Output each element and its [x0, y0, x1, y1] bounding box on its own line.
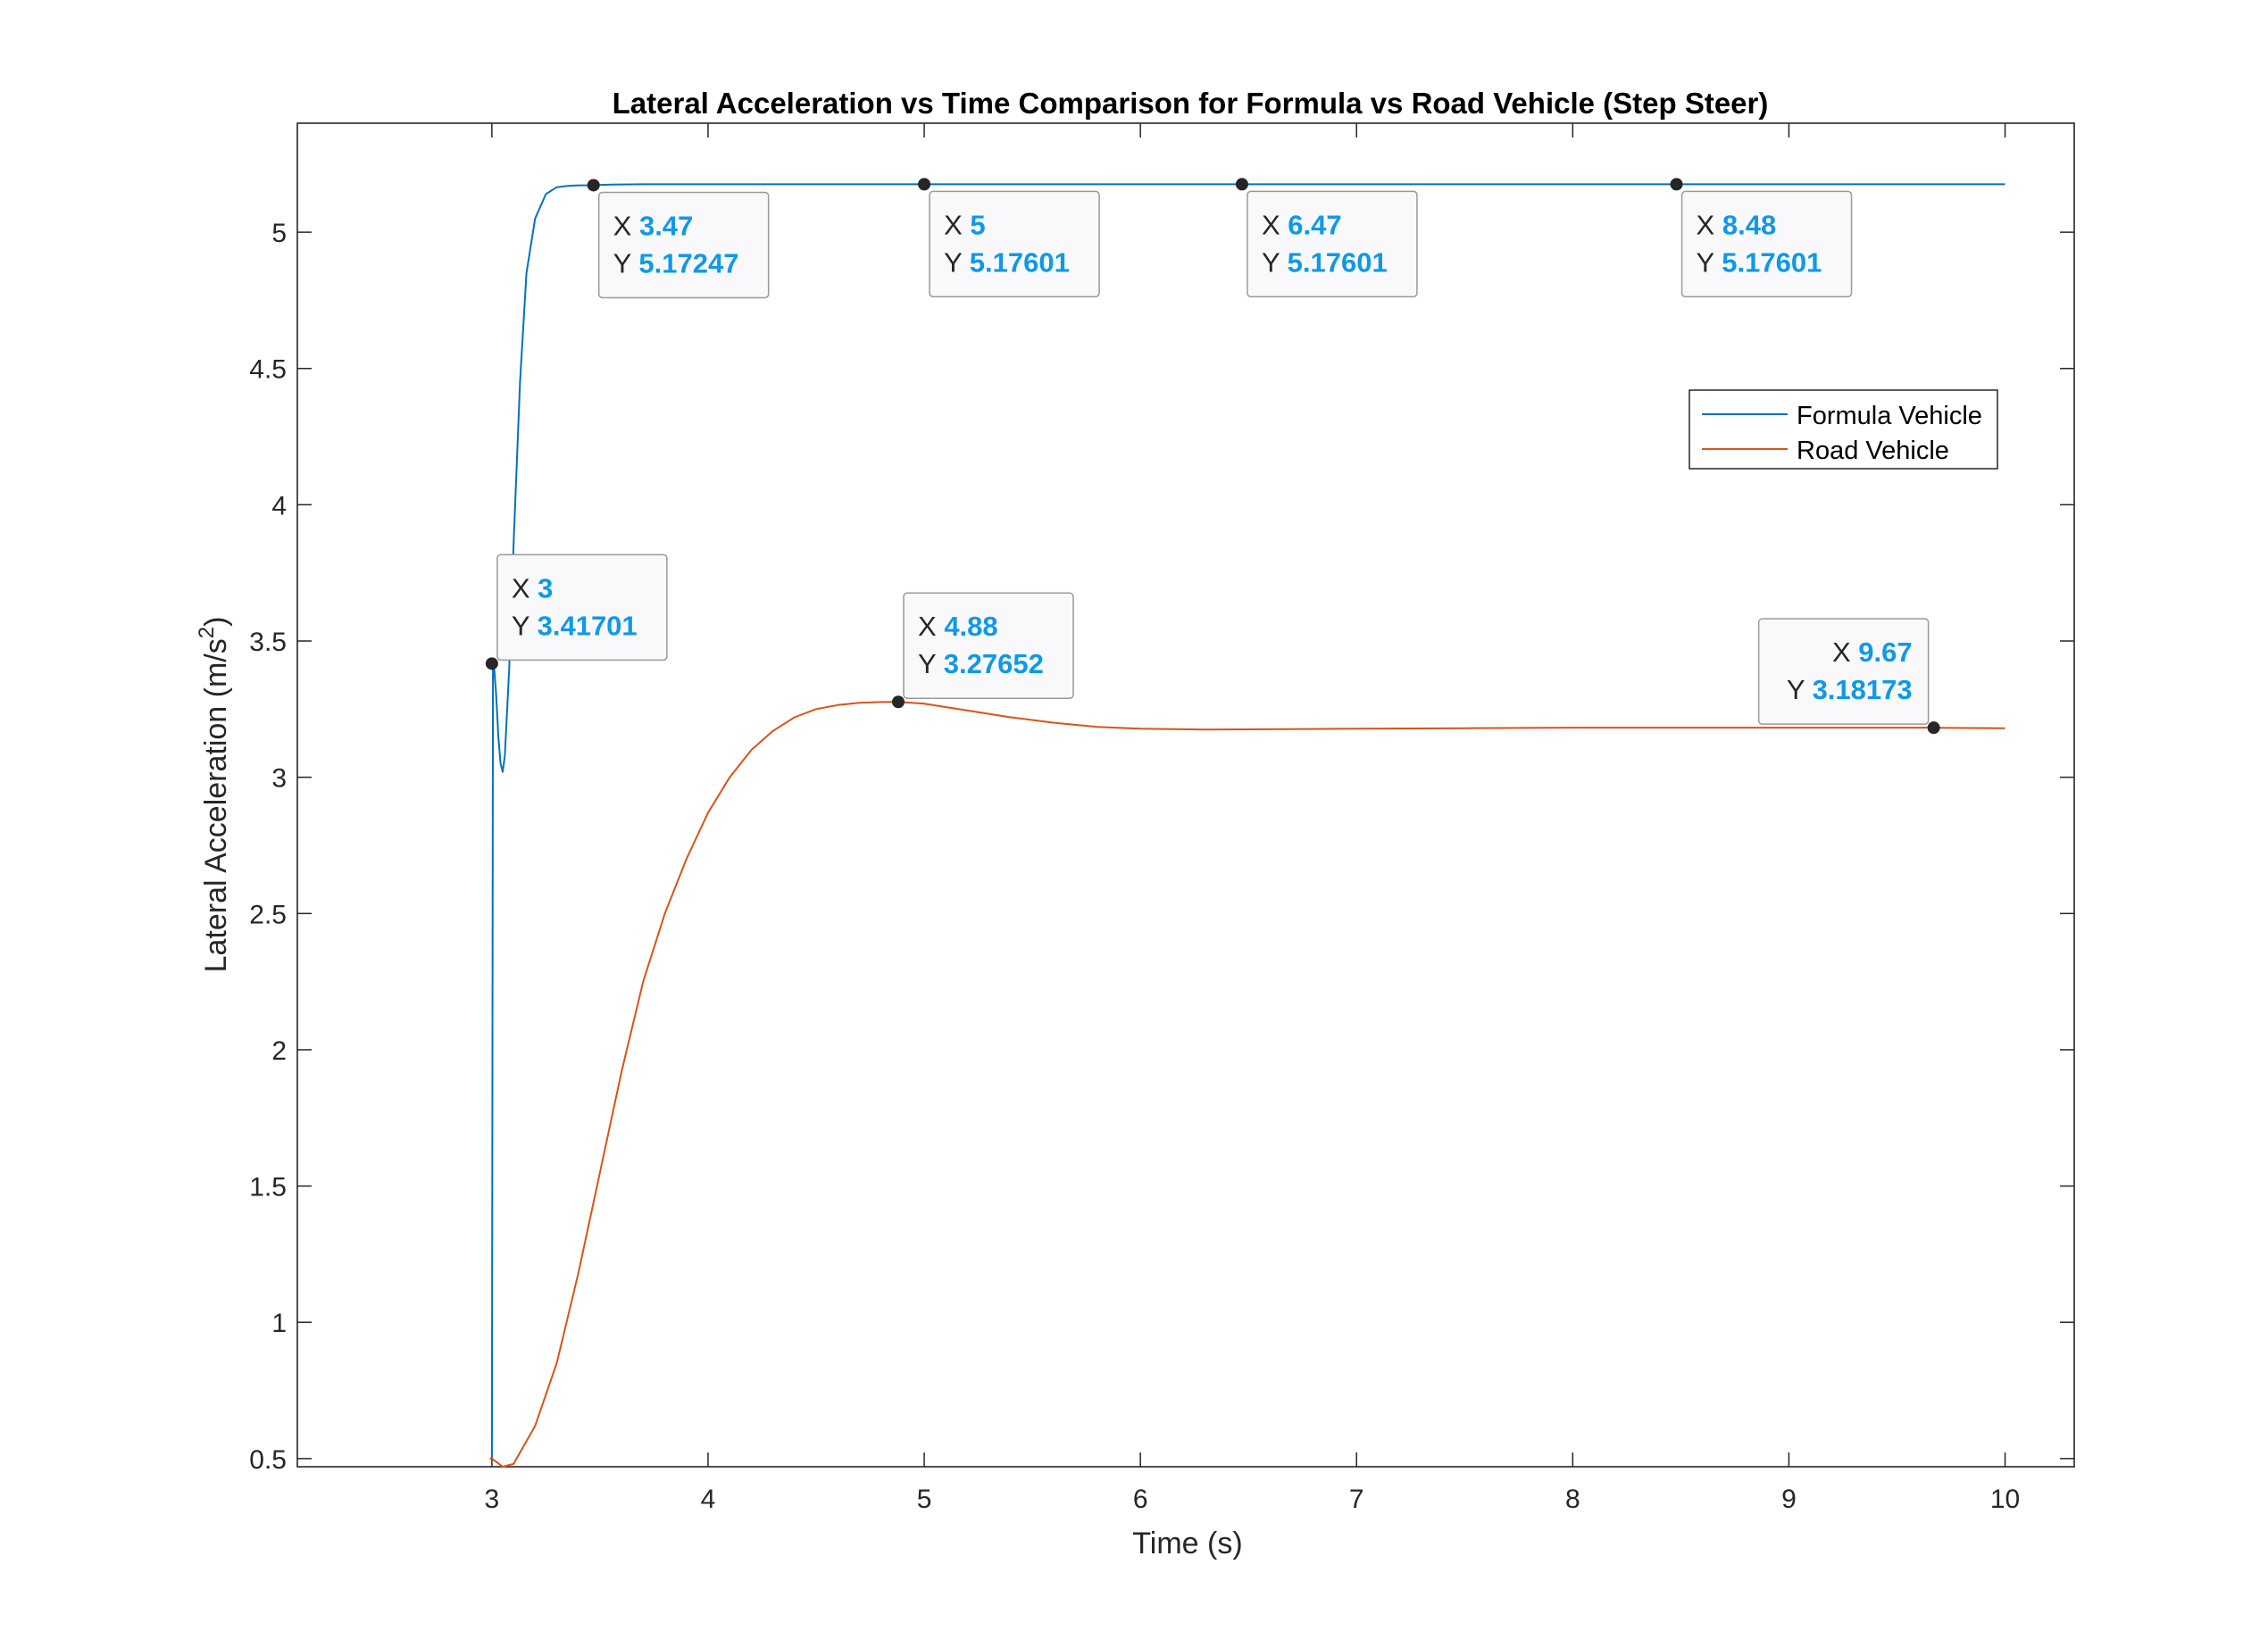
y-tick-label: 1.5 [249, 1173, 287, 1202]
plot-lines [489, 183, 2005, 1468]
data-tip-marker[interactable] [485, 657, 498, 670]
data-tip-x: X 8.48 [1697, 209, 1777, 240]
y-axis-label-main: Lateral Acceleration (m/s [199, 638, 233, 972]
series-line-formula [489, 183, 2005, 1460]
x-tick-label: 7 [1349, 1485, 1364, 1514]
data-tip-x-key: X [918, 611, 944, 642]
data-tip-marker[interactable] [587, 179, 600, 192]
data-tip-box [496, 553, 668, 662]
y-axis-label-close: ) [199, 617, 233, 627]
data-tip-x: X 6.47 [1262, 209, 1342, 240]
data-tip-y: Y 5.17601 [944, 246, 1070, 278]
data-tip-box [1680, 190, 1853, 298]
data-tip[interactable]: X 9.67 Y 3.18173 [1757, 618, 1940, 735]
data-tip-y-key: Y [944, 246, 970, 278]
data-tip-x-value: 9.67 [1858, 637, 1912, 668]
x-tick-label: 3 [485, 1485, 500, 1514]
data-tip-y-value: 5.17601 [1288, 246, 1388, 278]
data-tip-x: X 3.47 [613, 210, 694, 241]
data-tip-y-value: 3.27652 [944, 648, 1044, 679]
data-tip-x-value: 4.88 [944, 611, 997, 642]
data-tip-y-value: 3.41701 [538, 610, 638, 641]
data-tip-x-key: X [1697, 209, 1722, 240]
data-tip-box [903, 592, 1074, 699]
data-tip-marker[interactable] [1670, 178, 1683, 191]
y-tick-label: 0.5 [249, 1445, 287, 1475]
data-tip-y-value: 3.18173 [1813, 674, 1913, 705]
data-tip-y-key: Y [918, 648, 944, 679]
data-tip[interactable]: X 8.48Y 5.17601 [1670, 178, 1853, 298]
data-tip-y-key: Y [1787, 674, 1813, 705]
data-tip-x-value: 8.48 [1722, 209, 1776, 240]
data-tip-y-key: Y [1697, 246, 1722, 278]
data-tip-y-key: Y [1262, 246, 1288, 278]
data-tip-y-key: Y [512, 610, 538, 641]
x-tick-label: 9 [1781, 1485, 1797, 1514]
data-tip[interactable]: X 4.88Y 3.27652 [892, 592, 1074, 709]
x-axis-label: Time (s) [1132, 1527, 1242, 1560]
y-axis-label: Lateral Acceleration (m/s2) [195, 617, 233, 973]
data-tip-y: Y 5.17247 [613, 247, 739, 279]
data-tip-marker[interactable] [918, 178, 931, 191]
y-axis: 0.5 1 1.5 2 2.5 3 3.5 4 4.5 5 [249, 219, 2074, 1475]
data-tip-marker[interactable] [1235, 178, 1248, 191]
legend-label-road: Road Vehicle [1797, 437, 1949, 465]
data-tip-box [929, 190, 1100, 298]
x-axis: 3 4 5 6 7 8 9 10 [485, 123, 2020, 1514]
data-tip-box [1757, 618, 1930, 725]
x-tick-label: 5 [917, 1485, 932, 1514]
data-tip-y-value: 5.17601 [1722, 246, 1822, 278]
data-tip-y: Y 3.41701 [512, 610, 638, 641]
y-tick-label: 1 [271, 1309, 287, 1338]
y-tick-label: 5 [271, 219, 287, 248]
data-tip[interactable]: X 3Y 3.41701 [485, 553, 668, 670]
data-tip-y: Y 5.17601 [1262, 246, 1388, 278]
x-tick-label: 6 [1133, 1485, 1148, 1514]
data-tip-x: X 5 [944, 209, 986, 240]
y-tick-label: 3.5 [249, 628, 287, 657]
plot-area [296, 122, 2075, 1468]
data-tip-x-key: X [1262, 209, 1288, 240]
data-tip-x-value: 3.47 [639, 210, 693, 241]
data-tip-x: X 3 [512, 572, 554, 603]
y-tick-label: 2.5 [249, 900, 287, 929]
y-tick-label: 4.5 [249, 355, 287, 385]
data-tip[interactable]: X 3.47Y 5.17247 [587, 179, 770, 299]
data-tip-y: Y 3.18173 [1787, 674, 1913, 705]
data-tip-y: Y 3.27652 [918, 648, 1044, 679]
series-line-road [489, 701, 2005, 1468]
x-tick-label: 4 [701, 1485, 716, 1514]
data-tip[interactable]: X 5Y 5.17601 [918, 178, 1100, 298]
data-tip-box [1247, 190, 1418, 298]
data-tip-y-key: Y [613, 247, 639, 279]
legend[interactable]: Formula Vehicle Road Vehicle [1688, 389, 1998, 470]
data-tip-x-value: 5 [970, 209, 985, 240]
data-tip-x-value: 3 [538, 572, 553, 603]
y-tick-label: 2 [271, 1036, 287, 1066]
data-tip-marker[interactable] [892, 695, 905, 709]
legend-label-formula: Formula Vehicle [1797, 402, 1982, 430]
data-tip-x-key: X [512, 572, 538, 603]
legend-box [1688, 389, 1998, 470]
chart-title: Lateral Acceleration vs Time Comparison … [613, 87, 1769, 120]
data-tip-x-key: X [1832, 637, 1858, 668]
data-tip-y: Y 5.17601 [1697, 246, 1822, 278]
data-tip-x-value: 6.47 [1288, 209, 1341, 240]
y-tick-label: 3 [271, 764, 287, 794]
data-tip-box [597, 191, 770, 299]
data-tip-x-key: X [613, 210, 639, 241]
data-tip-x-key: X [944, 209, 970, 240]
data-tip-x: X 4.88 [918, 611, 998, 642]
data-tip[interactable]: X 6.47Y 5.17601 [1235, 178, 1418, 298]
x-tick-label: 10 [1990, 1485, 2020, 1514]
x-tick-label: 8 [1565, 1485, 1580, 1514]
data-tip-marker[interactable] [1927, 721, 1940, 735]
y-axis-label-sup: 2 [195, 627, 219, 638]
data-tip-y-value: 5.17247 [638, 247, 738, 279]
data-tip-x: X 9.67 [1832, 637, 1913, 668]
y-tick-label: 4 [271, 491, 287, 520]
data-tip-y-value: 5.17601 [970, 246, 1070, 278]
